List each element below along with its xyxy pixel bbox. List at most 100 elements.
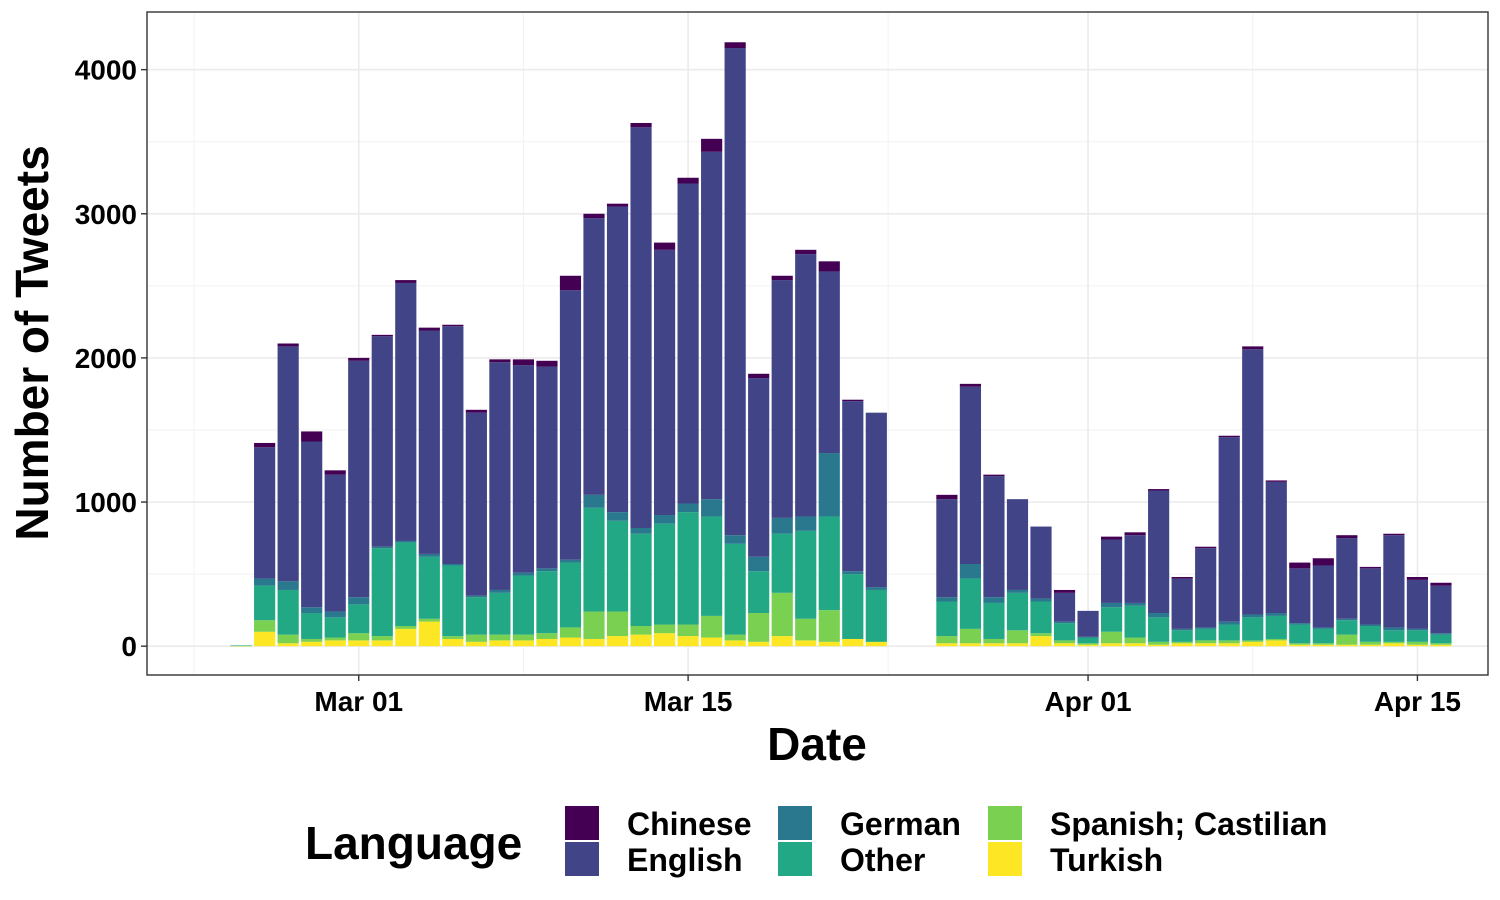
bar-segment: [701, 516, 723, 616]
bar-segment: [1077, 636, 1099, 638]
bar-segment: [959, 578, 982, 629]
bar-segment: [465, 641, 487, 647]
bar-segment: [1077, 643, 1099, 645]
bar-segment: [842, 574, 864, 639]
bar-segment: [583, 638, 605, 647]
bar-segment: [1242, 349, 1264, 615]
bar-segment: [1430, 633, 1452, 635]
bar-segment: [1359, 568, 1381, 625]
legend-label: English: [627, 842, 743, 878]
bar-segment: [1100, 536, 1123, 540]
bar-segment: [1406, 576, 1429, 580]
bar-segment: [254, 620, 276, 632]
bar-segment: [1265, 640, 1287, 647]
bar-segment: [1148, 490, 1170, 614]
bar-segment: [489, 592, 511, 635]
bar-segment: [983, 638, 1005, 644]
bar-segment: [653, 523, 676, 625]
bar-segment: [771, 280, 793, 518]
bar-segment: [512, 365, 535, 573]
bar-segment: [442, 326, 464, 565]
legend-swatch: [988, 842, 1022, 876]
bar-segment: [1336, 538, 1358, 619]
bar-segment: [1312, 558, 1334, 566]
bar-segment: [1218, 643, 1240, 647]
bar-segment: [1218, 640, 1240, 644]
bar-segment: [1124, 643, 1146, 647]
bar-segment: [301, 613, 323, 639]
bar-segment: [771, 517, 793, 534]
bar-segment: [771, 275, 793, 281]
bar-segment: [818, 261, 840, 272]
bar-segment: [1336, 618, 1358, 621]
bar-segment: [1148, 617, 1170, 642]
bar-segment: [959, 643, 982, 647]
bar-segment: [254, 631, 276, 647]
bar-segment: [559, 559, 582, 563]
bar-segment: [418, 553, 440, 557]
bar-segment: [395, 282, 417, 541]
bar-segment: [254, 442, 276, 448]
legend-swatch: [778, 806, 812, 840]
bar-segment: [1171, 576, 1193, 579]
bar-segment: [1171, 628, 1193, 631]
bar-segment: [418, 327, 440, 331]
bar-segment: [1265, 615, 1287, 639]
bar-segment: [959, 386, 982, 565]
bar-segment: [1006, 630, 1029, 644]
bar-segment: [936, 643, 958, 647]
bar-segment: [1289, 643, 1311, 645]
bar-segment: [1124, 602, 1146, 606]
bar-segment: [677, 512, 699, 625]
bar-segment: [1406, 641, 1429, 645]
legend-swatch: [565, 842, 599, 876]
bar-segment: [748, 613, 770, 642]
bar-segment: [371, 548, 393, 637]
bar-segment: [277, 581, 299, 590]
bar-segment: [630, 625, 652, 635]
bar-segment: [677, 636, 699, 647]
bar-segment: [583, 507, 605, 612]
bar-segment: [559, 637, 582, 647]
bar-segment: [1336, 634, 1358, 645]
bar-segment: [724, 535, 746, 544]
bar-segment: [277, 346, 299, 582]
bar-segment: [701, 615, 723, 638]
bar-segment: [936, 499, 958, 598]
bar-segment: [559, 562, 582, 628]
bar-segment: [442, 565, 464, 637]
bar-segment: [630, 127, 652, 528]
bar-segment: [653, 515, 676, 524]
bar-segment: [559, 275, 582, 291]
bar-segment: [1312, 643, 1334, 645]
bar-segment: [748, 556, 770, 572]
bar-segment: [1171, 641, 1193, 644]
bar-segment: [512, 634, 535, 641]
bar-segment: [959, 628, 982, 644]
y-tick-label: 4000: [75, 55, 137, 86]
bar-segment: [748, 378, 770, 557]
bar-segment: [1053, 640, 1076, 644]
bar-segment: [324, 637, 346, 641]
bar-segment: [606, 203, 629, 207]
plot-border: [146, 11, 1489, 676]
bar-segment: [653, 633, 676, 647]
legend-label: Chinese: [627, 806, 751, 842]
bar-segment: [1312, 644, 1334, 647]
bar-segment: [983, 476, 1005, 598]
bar-segment: [512, 640, 535, 647]
bar-segment: [1100, 643, 1123, 647]
bar-segment: [1218, 621, 1240, 625]
bar-segment: [348, 604, 370, 634]
bar-segment: [653, 624, 676, 634]
bar-segment: [818, 610, 840, 642]
bar-segment: [1218, 624, 1240, 641]
bar-segment: [1171, 578, 1193, 629]
bar-segment: [1265, 638, 1287, 641]
bar-segment: [583, 213, 605, 219]
y-tick-label: 0: [121, 631, 137, 662]
bar-segment: [1218, 437, 1240, 622]
bar-segment: [277, 643, 299, 647]
bars: [230, 42, 1452, 647]
